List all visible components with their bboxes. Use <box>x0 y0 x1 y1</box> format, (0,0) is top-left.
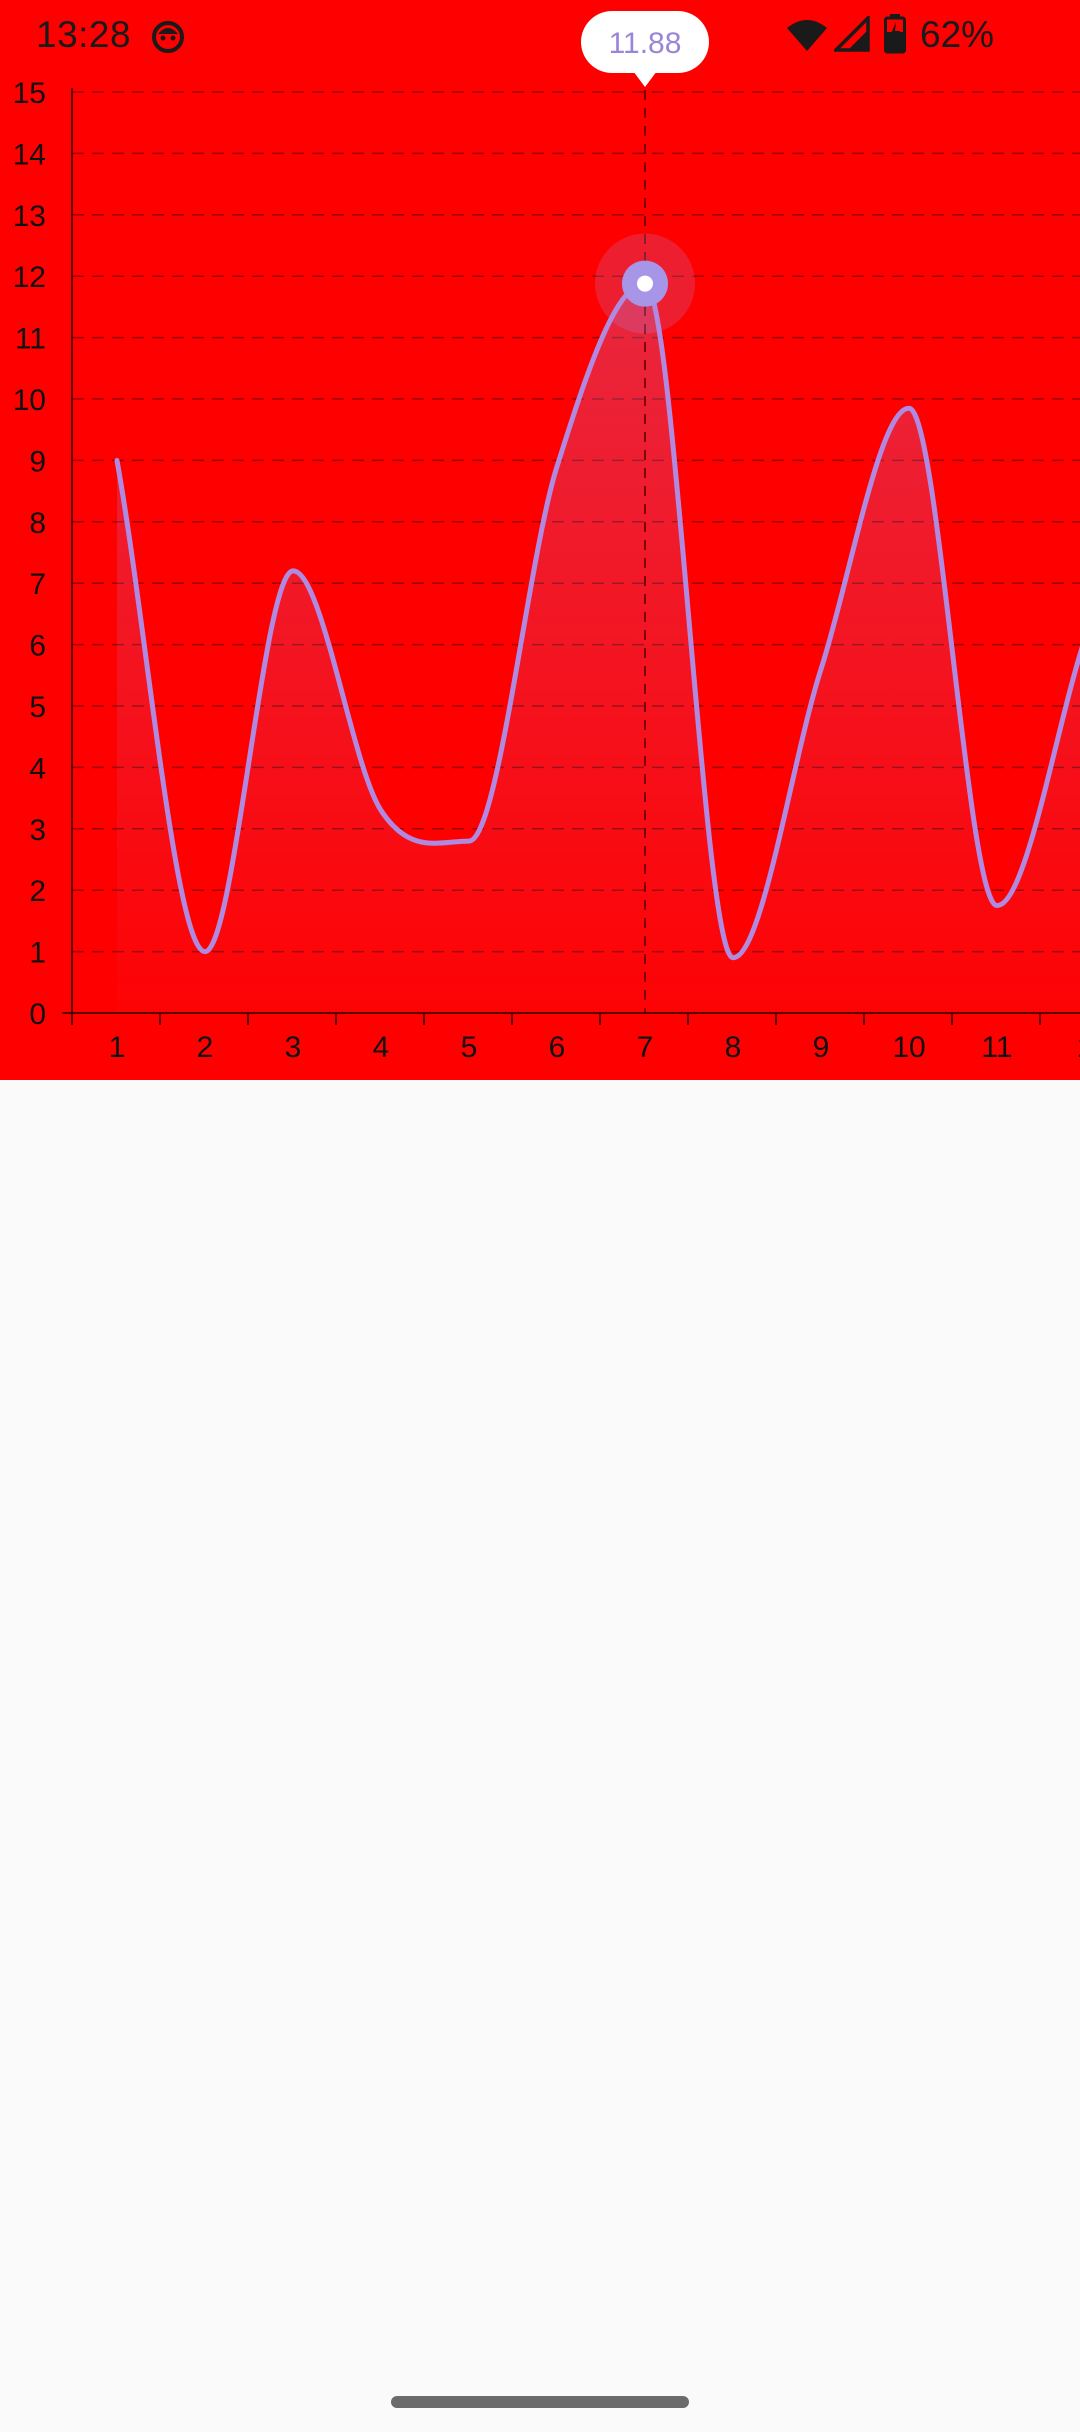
battery-percentage: 62% <box>920 14 995 55</box>
y-tick-label: 1 <box>29 937 46 970</box>
x-tick-label: 3 <box>285 1031 302 1064</box>
status-time: 13:28 <box>36 14 132 55</box>
y-tick-label: 0 <box>29 998 46 1031</box>
app-notification-icon <box>150 18 186 54</box>
y-tick-label: 10 <box>13 384 46 417</box>
gesture-navigation-bar[interactable] <box>391 2396 689 2408</box>
tooltip-pointer <box>633 71 657 87</box>
y-tick-label: 12 <box>13 261 46 294</box>
data-point[interactable] <box>367 796 395 824</box>
x-tick-label: 1 <box>109 1031 126 1064</box>
data-point[interactable] <box>807 655 835 683</box>
data-point[interactable] <box>983 892 1011 920</box>
data-point[interactable] <box>1071 624 1080 652</box>
y-tick-label: 9 <box>29 445 46 478</box>
data-point[interactable] <box>719 944 747 972</box>
x-tick-label: 8 <box>725 1031 742 1064</box>
y-tick-label: 13 <box>13 200 46 233</box>
y-tick-label: 8 <box>29 507 46 540</box>
data-point[interactable] <box>279 557 307 585</box>
tooltip-bubble <box>581 11 709 73</box>
x-tick-label: 9 <box>813 1031 830 1064</box>
y-tick-label: 3 <box>29 814 46 847</box>
y-tick-label: 4 <box>29 752 46 785</box>
x-tick-label: 11 <box>981 1031 1012 1064</box>
y-tick-label: 11 <box>15 323 46 356</box>
x-tick-label: 7 <box>637 1031 654 1064</box>
data-point[interactable] <box>455 827 483 855</box>
y-tick-label: 14 <box>13 138 46 171</box>
y-tick-label: 2 <box>29 875 46 908</box>
x-tick-label: 5 <box>461 1031 478 1064</box>
x-tick-label: 10 <box>892 1031 925 1064</box>
series-area-fill <box>117 283 1080 1013</box>
data-point[interactable] <box>191 938 219 966</box>
x-tick-label: 2 <box>197 1031 214 1064</box>
y-tick-label: 5 <box>29 691 46 724</box>
status-bar: 13:28 62% <box>0 0 1080 72</box>
tooltip-value: 11.88 <box>609 27 682 60</box>
y-tick-label: 15 <box>13 77 46 110</box>
data-point[interactable] <box>895 394 923 422</box>
cell-signal-icon <box>831 13 870 52</box>
x-tick-label: 6 <box>549 1031 566 1064</box>
data-point[interactable] <box>103 446 131 474</box>
y-tick-label: 6 <box>29 630 46 663</box>
x-tick-label: 4 <box>373 1031 390 1064</box>
y-tick-label: 7 <box>29 568 46 601</box>
selected-point-center <box>637 275 653 292</box>
battery-charging-icon <box>884 14 906 54</box>
data-point[interactable] <box>543 453 571 481</box>
x-tick-label: 1 <box>1077 1031 1080 1064</box>
wifi-icon <box>786 18 828 52</box>
